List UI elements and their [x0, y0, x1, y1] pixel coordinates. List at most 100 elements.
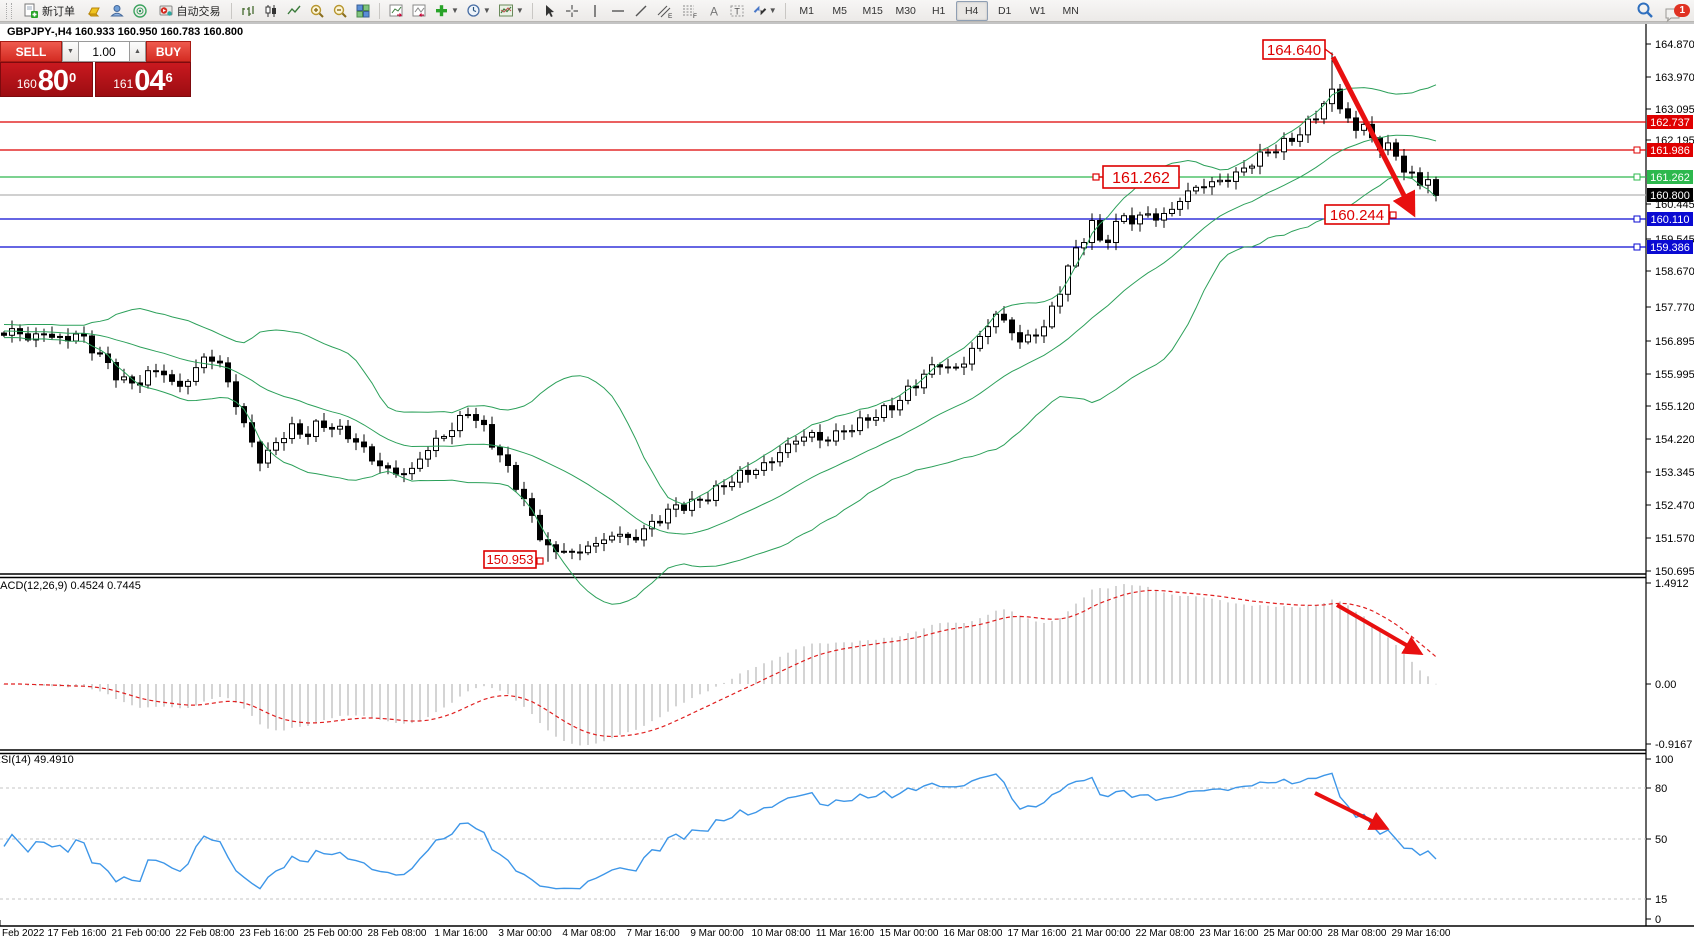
vertical-line-tool-button[interactable] [584, 1, 606, 20]
price-badge [1647, 240, 1693, 254]
chart-title: GBPJPY-,H4 160.933 160.950 160.783 160.8… [7, 26, 244, 38]
timeframe-m30[interactable]: M30 [895, 4, 916, 17]
hline-handle[interactable] [1633, 146, 1641, 154]
line-chart-mode-button[interactable] [283, 1, 305, 20]
price-annotation-label: 164.640 [1267, 42, 1321, 59]
bid-price-panel[interactable]: 160 80 0 [0, 62, 93, 97]
trend-arrow-annotation[interactable] [1335, 603, 1424, 656]
user-icon [110, 4, 124, 16]
zoom-out-button[interactable] [329, 1, 351, 20]
timeframe-m1[interactable]: M1 [799, 4, 814, 17]
hline-handle[interactable] [1633, 215, 1641, 223]
text-label-tool-button[interactable]: T [726, 1, 748, 20]
trendline-tool-button[interactable] [630, 1, 652, 20]
add-indicator-dropdown[interactable]: ▼ [431, 1, 462, 20]
rsi-indicator-label: RSI(14) 49.4910 [0, 754, 74, 766]
one-click-trading-widget: SELL ▼ ▲ BUY 160 80 0 161 04 6 [0, 41, 191, 97]
trend-arrow-annotation[interactable] [1314, 791, 1390, 830]
timeframe-h4[interactable]: H4 [955, 0, 988, 21]
timeframe-mn[interactable]: MN [1062, 4, 1079, 17]
equidistant-channel-icon: E [657, 5, 673, 19]
periods-dropdown[interactable]: ▼ [463, 1, 494, 20]
candles-layer [1, 52, 1439, 562]
svg-text:F: F [693, 13, 697, 19]
price-annotation-box[interactable] [1102, 165, 1180, 189]
hline-handle[interactable] [1633, 173, 1641, 181]
auto-trading-label: 自动交易 [176, 5, 221, 18]
horizontal-line-tool-button[interactable] [607, 1, 629, 20]
buy-button[interactable]: BUY [146, 41, 191, 62]
trend-arrow-annotation[interactable] [1330, 55, 1416, 218]
zoom-in-button[interactable] [306, 1, 328, 20]
macd-signal-line [3, 589, 1437, 738]
toolbar-separator [231, 2, 232, 19]
add-indicator-icon [436, 5, 447, 17]
signals-button[interactable] [129, 1, 151, 20]
price-annotation-box[interactable] [483, 550, 537, 569]
search-button[interactable] [1636, 1, 1654, 24]
timeframe-h1[interactable]: H1 [931, 4, 946, 17]
price-annotation-box[interactable] [1324, 204, 1390, 225]
time-axis-label: 3 Mar 00:00 [498, 928, 552, 939]
time-axis-label: 21 Feb 00:00 [112, 928, 171, 939]
price-badge [1647, 115, 1693, 129]
annotation-handle[interactable] [1092, 173, 1100, 181]
tile-windows-button[interactable] [352, 1, 374, 20]
time-axis-label: Feb 2022 [2, 928, 45, 939]
annotation-handle[interactable] [536, 557, 544, 565]
timeframe-w1[interactable]: W1 [1029, 4, 1046, 17]
new-order-button[interactable]: 新订单 [16, 1, 82, 20]
bar-chart-mode-button[interactable] [237, 1, 259, 20]
price-badge-label: 162.737 [1650, 117, 1690, 129]
fibonacci-tool-button[interactable]: F [678, 1, 702, 20]
price-badge-label: 161.262 [1650, 172, 1690, 184]
price-badge-label: 159.386 [1650, 242, 1690, 254]
ask-price-panel[interactable]: 161 04 6 [95, 62, 191, 97]
price-annotation-box[interactable] [1262, 39, 1326, 60]
dropdown-caret: ▼ [768, 6, 777, 15]
template-window-icon [412, 4, 426, 17]
toolbar: 新订单 [0, 0, 1694, 22]
price-tick-label: 154.220 [1655, 434, 1694, 446]
gold-bar-icon-button[interactable] [83, 1, 105, 20]
annotation-handle[interactable] [1389, 211, 1397, 219]
volume-input[interactable] [79, 41, 129, 62]
time-axis-label: 22 Feb 08:00 [176, 928, 235, 939]
auto-trading-button[interactable]: 自动交易 [152, 1, 226, 20]
chart-template-dropdown[interactable]: ▼ [495, 1, 527, 20]
vertical-line-icon [594, 4, 596, 17]
auto-trading-icon [159, 5, 172, 16]
timeframe-m15[interactable]: M15 [862, 4, 883, 17]
candlestick-mode-button[interactable] [260, 1, 282, 20]
time-axis-label: 4 Mar 08:00 [562, 928, 616, 939]
timeframe-d1[interactable]: D1 [997, 4, 1012, 17]
search-icon [1637, 2, 1653, 18]
hline-handle[interactable] [1633, 243, 1641, 251]
price-tick-label: 164.870 [1655, 39, 1694, 51]
template-window-button[interactable] [408, 1, 430, 20]
macd-scale-label: 1.4912 [1655, 578, 1689, 590]
price-tick-label: 163.970 [1655, 72, 1694, 84]
volume-up-stepper[interactable]: ▲ [129, 41, 146, 62]
text-tool-button[interactable]: A [703, 1, 725, 20]
channel-tool-button[interactable]: E [653, 1, 677, 20]
crosshair-tool-button[interactable] [561, 1, 583, 20]
time-axis-label: 23 Feb 16:00 [240, 928, 299, 939]
toolbar-grip[interactable] [6, 2, 12, 19]
rsi-level-label: 15 [1655, 894, 1667, 906]
toolbar-separator [784, 2, 786, 19]
gold-bar-icon [87, 7, 100, 16]
volume-down-stepper[interactable]: ▼ [62, 41, 79, 62]
notifications-button[interactable]: 1 [1664, 3, 1690, 22]
indicator-window-button[interactable] [385, 1, 407, 20]
time-axis-label: 28 Feb 08:00 [368, 928, 427, 939]
sell-button[interactable]: SELL [0, 41, 62, 62]
price-tick-label: 157.770 [1655, 302, 1694, 314]
arrows-dropdown[interactable]: ▼ [749, 1, 780, 20]
time-axis-label: 9 Mar 00:00 [690, 928, 744, 939]
cursor-tool-button[interactable] [538, 1, 560, 20]
svg-text:T: T [734, 6, 740, 16]
timeframe-m5[interactable]: M5 [832, 4, 847, 17]
profile-user-button[interactable] [106, 1, 128, 20]
